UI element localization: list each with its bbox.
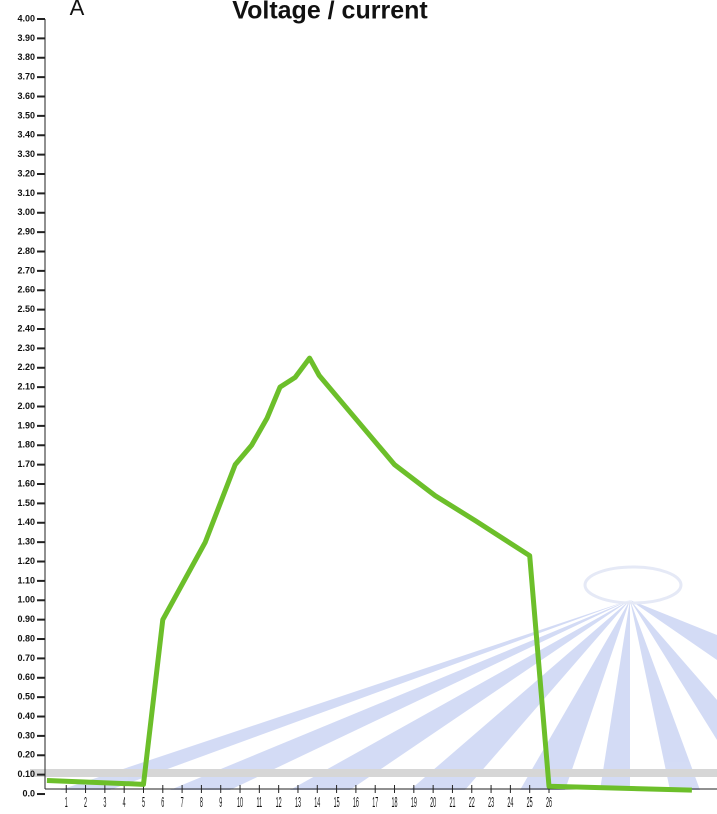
x-tick-label: 7: [181, 795, 184, 811]
y-tick-label: 1.70: [17, 459, 35, 469]
y-tick-label: 0.20: [17, 750, 35, 760]
y-tick-label: 1.50: [17, 498, 35, 508]
x-tick-label: 1: [65, 795, 68, 811]
y-tick-label: 3.40: [17, 130, 35, 140]
y-tick-label: 0.40: [17, 711, 35, 721]
y-tick-label: 1.60: [17, 478, 35, 488]
y-tick-label: 0.80: [17, 633, 35, 643]
y-tick-label: 2.30: [17, 343, 35, 353]
x-tick-label: 9: [219, 795, 222, 811]
x-tick-label: 15: [334, 795, 340, 811]
x-tick-label: 21: [449, 795, 455, 811]
watermark: [60, 565, 717, 790]
x-tick-label: 17: [372, 795, 378, 811]
data-line: [46, 355, 692, 793]
x-tick-label: 11: [257, 795, 263, 811]
x-tick-label: 20: [430, 795, 436, 811]
x-tick-label: 8: [200, 795, 203, 811]
y-tick-label: 3.10: [17, 188, 35, 198]
y-tick-label: 1.10: [17, 575, 35, 585]
x-tick-label: 26: [546, 795, 552, 811]
y-tick-label: 2.20: [17, 362, 35, 372]
y-tick-label: 2.80: [17, 246, 35, 256]
x-tick-label: 16: [353, 795, 359, 811]
x-tick-label: 19: [411, 795, 417, 811]
y-tick-label: 3.50: [17, 110, 35, 120]
y-tick-label: 1.90: [17, 420, 35, 430]
x-tick-label: 5: [142, 795, 145, 811]
y-tick-label: 3.00: [17, 207, 35, 217]
y-tick-label: 2.50: [17, 304, 35, 314]
x-tick-label: 22: [469, 795, 475, 811]
y-tick-label: 1.80: [17, 440, 35, 450]
y-tick-label: 3.20: [17, 168, 35, 178]
x-tick-label: 23: [488, 795, 494, 811]
y-tick-label: 0.70: [17, 653, 35, 663]
x-tick-label: 18: [392, 795, 398, 811]
y-tick-label: 2.60: [17, 285, 35, 295]
y-tick-label: 0.50: [17, 692, 35, 702]
x-tick-label: 14: [314, 795, 320, 811]
y-tick-label: 3.80: [17, 52, 35, 62]
x-tick-label: 24: [507, 795, 513, 811]
y-tick-label: 0.10: [17, 769, 35, 779]
x-tick-label: 25: [527, 795, 533, 811]
x-tick-label: 10: [237, 795, 243, 811]
x-tick-label: 4: [123, 795, 126, 811]
y-tick-label: 1.30: [17, 537, 35, 547]
x-tick-label: 13: [295, 795, 301, 811]
y-tick-label: 0.90: [17, 614, 35, 624]
y-tick-label: 0.30: [17, 730, 35, 740]
y-tick-label: 0.0: [22, 788, 35, 798]
chart-title: Voltage / current: [232, 0, 428, 25]
y-tick-label: 1.20: [17, 556, 35, 566]
y-tick-label: 2.90: [17, 227, 35, 237]
y-tick-label: 1.40: [17, 517, 35, 527]
x-tick-label: 3: [103, 795, 106, 811]
x-tick-label: 6: [161, 795, 164, 811]
y-tick-label: 2.40: [17, 323, 35, 333]
y-axis-label: A: [70, 0, 85, 20]
y-tick-label: 3.90: [17, 33, 35, 43]
y-tick-label: 2.10: [17, 382, 35, 392]
x-tick-label: 12: [276, 795, 282, 811]
y-tick-label: 2.00: [17, 401, 35, 411]
y-tick-label: 3.60: [17, 91, 35, 101]
x-tick-label: 2: [84, 795, 87, 811]
y-tick-label: 3.70: [17, 72, 35, 82]
y-tick-label: 3.30: [17, 149, 35, 159]
y-tick-label: 2.70: [17, 265, 35, 275]
y-tick-label: 0.60: [17, 672, 35, 682]
y-tick-label: 4.00: [17, 13, 35, 23]
y-tick-label: 1.00: [17, 595, 35, 605]
axis-band: [30, 769, 717, 777]
